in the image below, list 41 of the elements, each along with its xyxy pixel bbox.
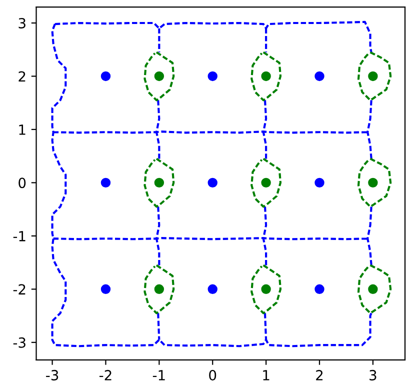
point — [154, 178, 164, 188]
line-series — [357, 158, 392, 208]
point — [154, 284, 164, 294]
point — [314, 178, 324, 188]
line-series — [250, 51, 282, 102]
line-series — [357, 51, 392, 102]
point — [208, 71, 218, 82]
x-tick-label: -1 — [152, 370, 165, 380]
line-series — [250, 264, 282, 314]
x-tick-label: 0 — [209, 370, 216, 380]
point — [100, 284, 111, 294]
point — [261, 71, 271, 82]
line-series — [144, 51, 175, 102]
line-series — [144, 264, 175, 314]
point — [208, 178, 218, 188]
line-series — [357, 264, 392, 314]
y-tick-label: -2 — [13, 284, 26, 294]
y-tick-label: 3 — [18, 18, 26, 28]
x-tick-label: 1 — [263, 370, 270, 380]
point — [208, 284, 218, 294]
x-tick-label: -2 — [99, 370, 112, 380]
point — [368, 71, 378, 82]
y-tick-label: -3 — [13, 337, 26, 348]
point — [261, 284, 271, 294]
point — [368, 284, 378, 294]
y-tick-label: 0 — [18, 178, 26, 188]
point — [100, 178, 111, 188]
point — [100, 71, 111, 82]
x-tick-label: 2 — [316, 370, 323, 380]
y-tick-label: 1 — [19, 124, 26, 135]
x-tick-label: -3 — [46, 370, 58, 380]
y-tick-label: 2 — [18, 71, 26, 82]
point — [314, 71, 324, 82]
point — [368, 178, 378, 188]
line-series — [250, 158, 282, 208]
line-series — [144, 158, 175, 208]
point — [154, 71, 164, 82]
point — [261, 178, 271, 188]
point — [314, 284, 324, 294]
y-tick-label: -1 — [13, 231, 26, 242]
x-tick-label: 3 — [370, 370, 376, 380]
